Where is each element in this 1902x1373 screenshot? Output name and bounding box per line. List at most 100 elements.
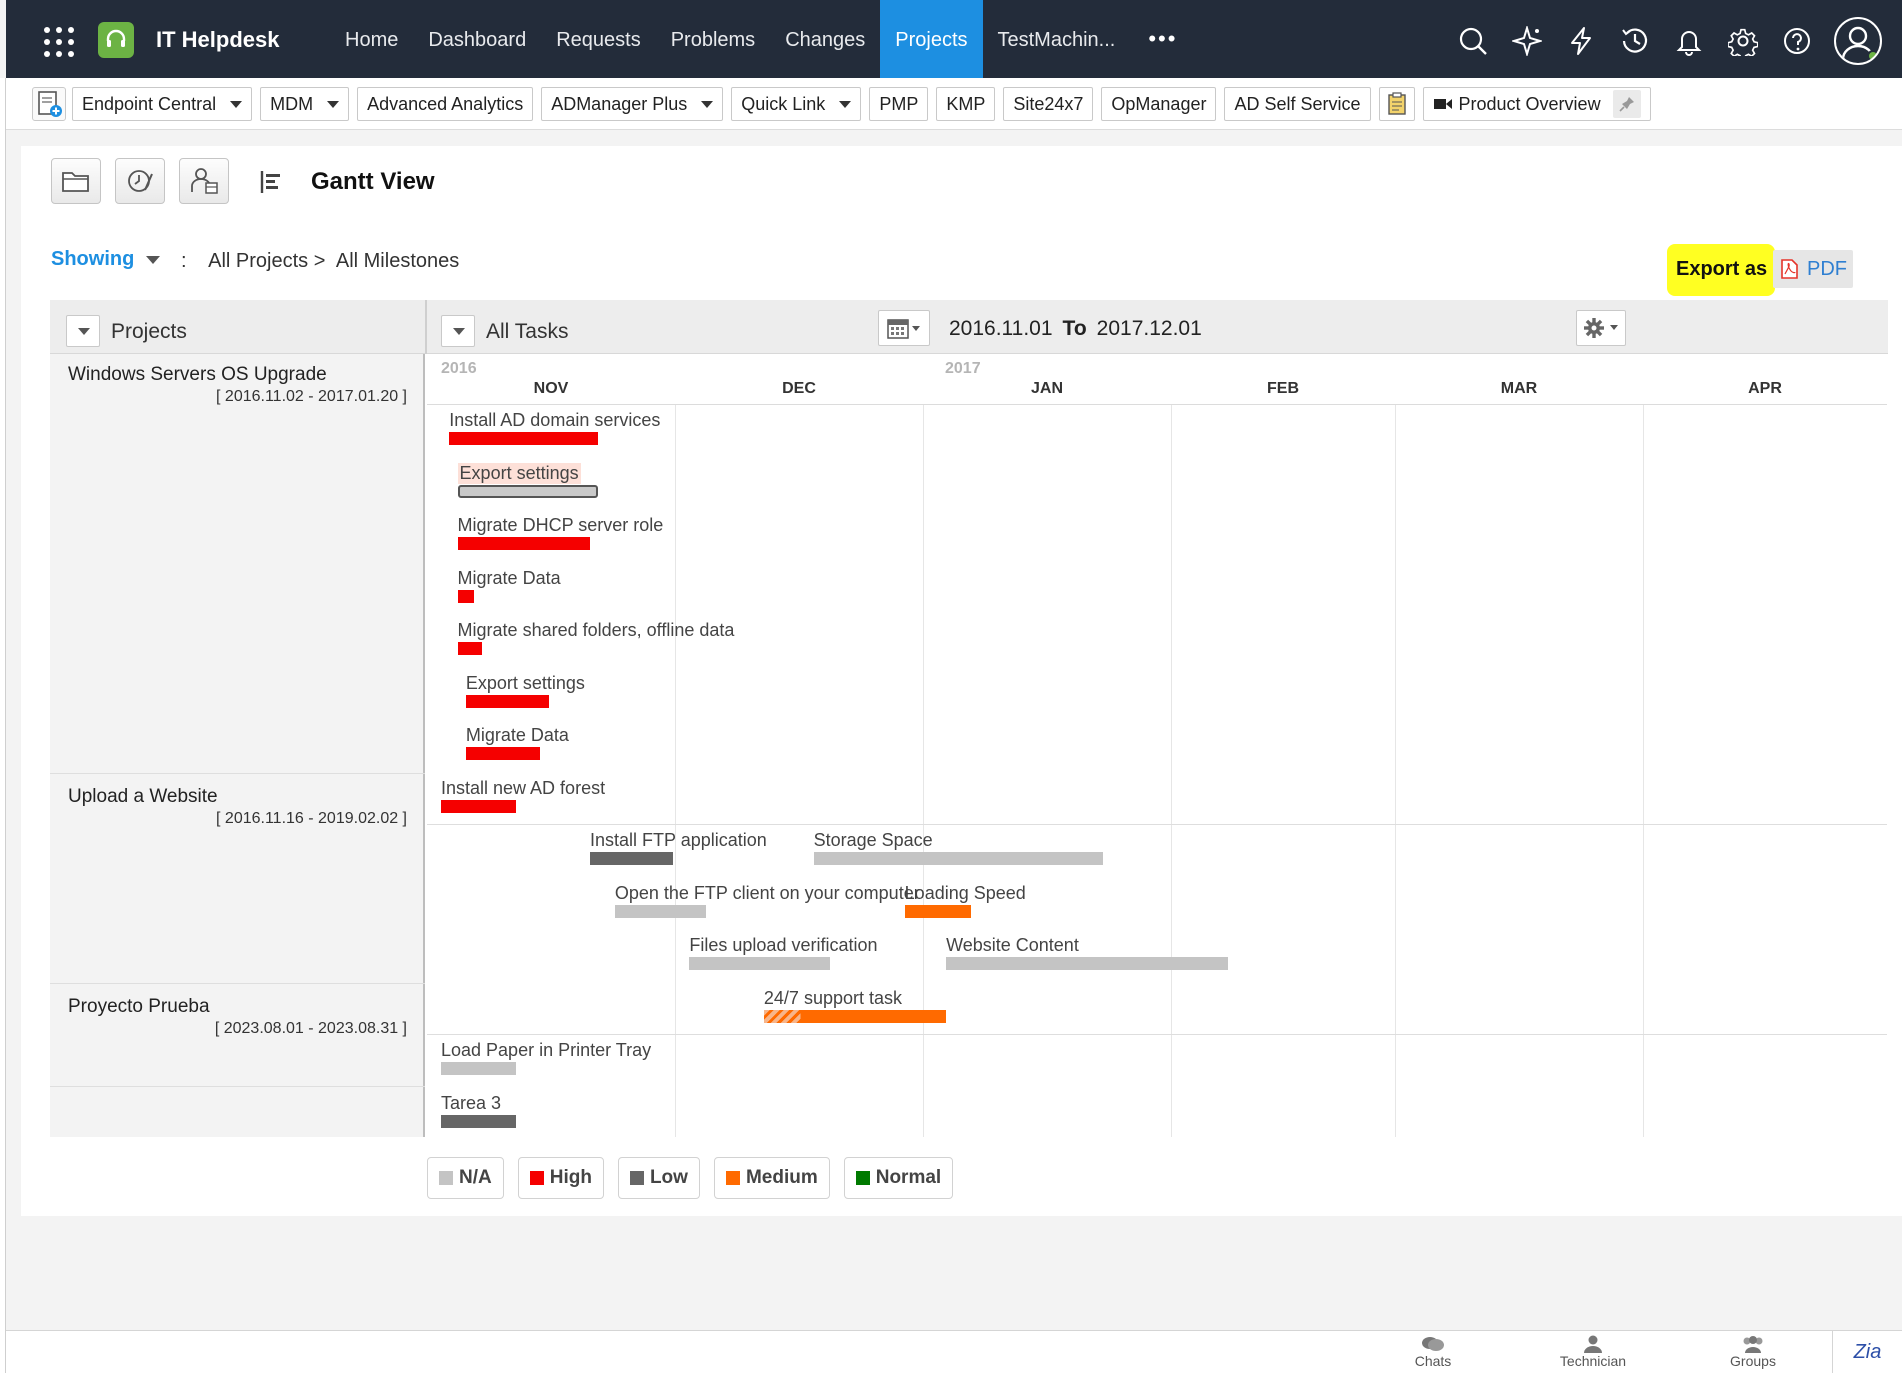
quick-link-site24x7[interactable]: Site24x7 bbox=[1003, 87, 1094, 121]
task-label[interactable]: 24/7 support task bbox=[763, 987, 902, 1008]
quick-link-kmp[interactable]: KMP bbox=[936, 87, 996, 121]
nav-tab-changes[interactable]: Changes bbox=[785, 29, 866, 51]
zia-assistant-button[interactable]: Zia bbox=[1832, 1331, 1902, 1373]
history-icon[interactable] bbox=[1608, 19, 1662, 63]
task-bar[interactable] bbox=[441, 1114, 516, 1128]
task-bar[interactable] bbox=[763, 1009, 947, 1023]
groups-button[interactable]: Groups bbox=[1708, 1335, 1798, 1369]
project-row[interactable]: Upload a Website [ 2016.11.16 - 2019.02.0… bbox=[50, 774, 425, 984]
task-bar[interactable] bbox=[590, 852, 673, 865]
task-label[interactable]: Install FTP application bbox=[590, 830, 767, 850]
task-label[interactable]: Loading Speed bbox=[904, 882, 1026, 903]
task-bar[interactable] bbox=[946, 957, 1228, 970]
legend-label: Low bbox=[649, 1167, 688, 1188]
product-overview-button[interactable]: Product Overview bbox=[1422, 87, 1651, 121]
quick-link-advanced-analytics[interactable]: Advanced Analytics bbox=[357, 87, 534, 121]
task-label[interactable]: Install new AD forest bbox=[441, 777, 606, 798]
task-label[interactable]: Migrate Data bbox=[465, 725, 569, 745]
legend-item-medium[interactable]: Medium bbox=[713, 1157, 830, 1199]
gantt-view-icon bbox=[259, 169, 285, 200]
task-bar[interactable] bbox=[457, 537, 591, 550]
task-bar[interactable] bbox=[457, 589, 475, 603]
task-bar[interactable] bbox=[457, 484, 599, 498]
task-bar[interactable] bbox=[614, 904, 706, 918]
apps-grid-icon[interactable] bbox=[44, 27, 74, 57]
gantt-settings-button[interactable] bbox=[1576, 310, 1626, 346]
more-tabs-icon[interactable]: ••• bbox=[1148, 26, 1178, 51]
task-label[interactable]: Website Content bbox=[946, 935, 1079, 955]
task-bar[interactable] bbox=[689, 957, 831, 970]
project-name[interactable]: Proyecto Prueba bbox=[68, 996, 210, 1017]
project-name[interactable]: Upload a Website bbox=[68, 786, 218, 807]
technician-button[interactable]: Technician bbox=[1548, 1335, 1638, 1369]
task-bar[interactable] bbox=[465, 694, 549, 708]
task-label[interactable]: Tarea 3 bbox=[441, 1092, 502, 1113]
task-bar[interactable] bbox=[441, 799, 516, 813]
nav-tab-problems[interactable]: Problems bbox=[670, 29, 756, 51]
bolt-icon[interactable] bbox=[1554, 19, 1608, 63]
legend-item-n-a[interactable]: N/A bbox=[427, 1157, 504, 1199]
chevron-down-icon[interactable] bbox=[230, 100, 243, 108]
task-label[interactable]: Migrate Data bbox=[457, 567, 561, 588]
legend-item-low[interactable]: Low bbox=[617, 1157, 700, 1199]
timeline-button[interactable] bbox=[115, 158, 165, 204]
chevron-down-icon[interactable] bbox=[327, 100, 340, 108]
quick-link-quick-link[interactable]: Quick Link bbox=[731, 87, 862, 121]
nav-tab-home[interactable]: Home bbox=[345, 29, 399, 51]
export-pdf-button[interactable]: PDF bbox=[1773, 250, 1853, 288]
legend-label: High bbox=[549, 1167, 592, 1188]
chevron-down-icon[interactable] bbox=[701, 100, 714, 108]
project-row[interactable]: Windows Servers OS Upgrade [ 2016.11.02 -… bbox=[50, 354, 425, 774]
bell-icon[interactable] bbox=[1662, 19, 1716, 63]
task-bar[interactable] bbox=[813, 852, 1104, 865]
quick-link-endpoint-central[interactable]: Endpoint Central bbox=[72, 87, 253, 121]
task-label[interactable]: Files upload verification bbox=[689, 935, 878, 955]
nav-tab-projects[interactable]: Projects bbox=[880, 0, 983, 78]
task-bar[interactable] bbox=[465, 747, 541, 760]
task-label[interactable]: Export settings bbox=[457, 462, 581, 484]
nav-tab-requests[interactable]: Requests bbox=[556, 29, 641, 51]
task-label[interactable]: Install AD domain services bbox=[449, 410, 661, 430]
task-bar[interactable] bbox=[457, 642, 483, 655]
quick-link-mdm[interactable]: MDM bbox=[260, 87, 350, 121]
task-label[interactable]: Migrate shared folders, offline data bbox=[457, 620, 735, 640]
date-range-picker-button[interactable] bbox=[878, 310, 930, 346]
nav-tab-testmachin[interactable]: TestMachin... bbox=[997, 29, 1116, 51]
showing-filter-dropdown[interactable]: Showing bbox=[51, 248, 161, 271]
projects-folder-button[interactable] bbox=[51, 158, 101, 204]
nav-tab-dashboard[interactable]: Dashboard bbox=[428, 29, 527, 51]
task-label[interactable]: Open the FTP client on your computer bbox=[614, 882, 920, 903]
projects-dropdown[interactable] bbox=[66, 315, 100, 347]
user-avatar-icon[interactable] bbox=[1834, 17, 1882, 65]
notes-icon[interactable] bbox=[1378, 87, 1415, 121]
quick-link-admanager-plus[interactable]: ADManager Plus bbox=[541, 87, 724, 121]
chats-button[interactable]: Chats bbox=[1388, 1335, 1478, 1369]
tasks-dropdown[interactable] bbox=[441, 315, 475, 347]
add-quick-link-icon[interactable] bbox=[32, 87, 66, 121]
quick-link-ad-self-service[interactable]: AD Self Service bbox=[1224, 87, 1371, 121]
search-icon[interactable] bbox=[1446, 19, 1500, 63]
task-label[interactable]: Storage Space bbox=[813, 830, 933, 850]
chevron-down-icon[interactable] bbox=[839, 100, 852, 108]
month-gridline bbox=[1395, 404, 1396, 1137]
pin-icon[interactable] bbox=[1612, 90, 1641, 118]
breadcrumb-all-milestones[interactable]: All Milestones bbox=[335, 250, 460, 272]
project-row[interactable]: Proyecto Prueba[ 2023.08.01 - 2023.08.31… bbox=[50, 984, 425, 1087]
task-bar[interactable] bbox=[441, 1062, 516, 1075]
task-bar[interactable] bbox=[449, 432, 599, 445]
quick-link-pmp[interactable]: PMP bbox=[869, 87, 929, 121]
quick-link-opmanager[interactable]: OpManager bbox=[1101, 87, 1217, 121]
gear-icon[interactable] bbox=[1716, 19, 1770, 63]
sparkle-icon[interactable] bbox=[1500, 19, 1554, 63]
task-label[interactable]: Migrate DHCP server role bbox=[457, 515, 664, 535]
task-label[interactable]: Load Paper in Printer Tray bbox=[441, 1040, 652, 1060]
legend-item-high[interactable]: High bbox=[517, 1157, 604, 1199]
task-label[interactable]: Export settings bbox=[465, 672, 585, 693]
help-icon[interactable] bbox=[1770, 19, 1824, 63]
quick-links-bar: Endpoint Central MDM Advanced Analytics ADM… bbox=[6, 78, 1902, 130]
project-name[interactable]: Windows Servers OS Upgrade bbox=[68, 364, 327, 385]
breadcrumb-all-projects[interactable]: All Projects > bbox=[208, 250, 326, 272]
task-bar[interactable] bbox=[904, 904, 971, 918]
legend-item-normal[interactable]: Normal bbox=[843, 1157, 954, 1199]
resource-view-button[interactable] bbox=[179, 158, 229, 204]
